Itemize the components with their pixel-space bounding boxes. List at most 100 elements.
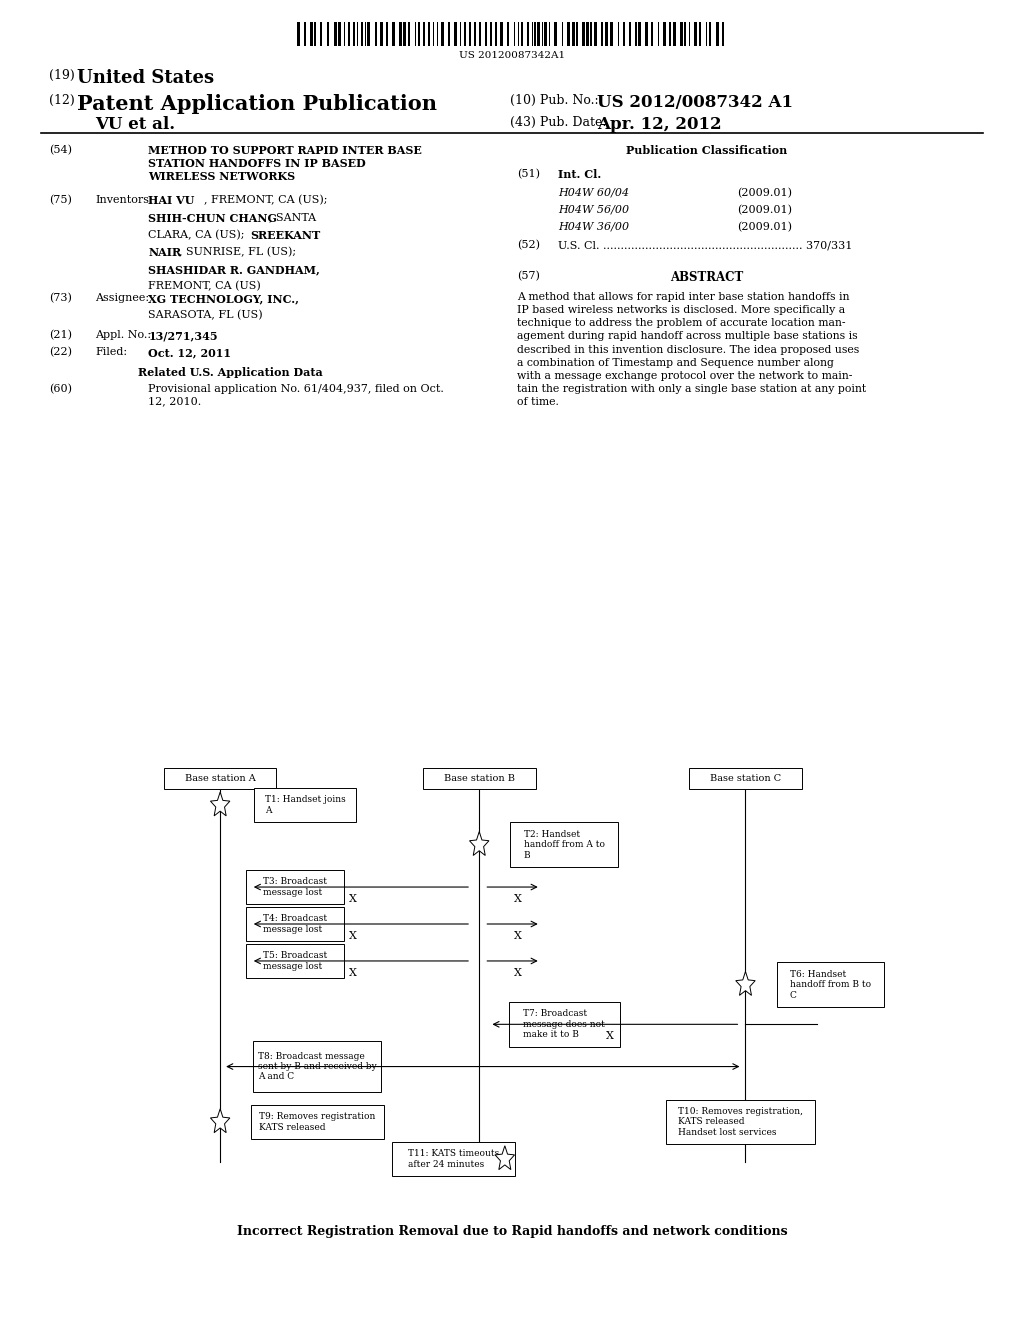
Bar xyxy=(653,22,657,46)
FancyBboxPatch shape xyxy=(511,822,618,867)
FancyBboxPatch shape xyxy=(666,1100,815,1144)
Text: (60): (60) xyxy=(49,384,72,395)
Text: SARASOTA, FL (US): SARASOTA, FL (US) xyxy=(148,310,263,321)
Bar xyxy=(411,22,415,46)
Text: Base station A: Base station A xyxy=(184,775,256,783)
Bar xyxy=(589,22,591,46)
Text: (21): (21) xyxy=(49,330,72,341)
Text: 13/271,345: 13/271,345 xyxy=(148,330,218,341)
Text: (2009.01): (2009.01) xyxy=(737,222,793,232)
Bar xyxy=(528,22,531,46)
Bar xyxy=(355,22,356,46)
Text: X: X xyxy=(349,931,356,941)
Text: (73): (73) xyxy=(49,293,72,304)
FancyBboxPatch shape xyxy=(251,1105,384,1139)
Bar xyxy=(425,22,428,46)
Bar xyxy=(515,22,518,46)
Text: H04W 60/04: H04W 60/04 xyxy=(558,187,629,198)
Bar xyxy=(509,22,514,46)
Text: XG TECHNOLOGY, INC.,: XG TECHNOLOGY, INC., xyxy=(148,293,299,304)
Bar xyxy=(701,22,706,46)
Bar xyxy=(574,22,577,46)
Bar xyxy=(570,22,571,46)
Bar xyxy=(341,22,344,46)
Bar xyxy=(603,22,604,46)
Polygon shape xyxy=(210,1109,230,1133)
Bar xyxy=(686,22,688,46)
Text: H04W 56/00: H04W 56/00 xyxy=(558,205,629,215)
Bar xyxy=(383,22,386,46)
Bar xyxy=(300,22,304,46)
FancyBboxPatch shape xyxy=(254,788,356,822)
Text: Patent Application Publication: Patent Application Publication xyxy=(77,94,437,114)
Bar xyxy=(366,22,368,46)
Text: T3: Broadcast
message lost: T3: Broadcast message lost xyxy=(263,878,327,896)
Text: T6: Handset
handoff from B to
C: T6: Handset handoff from B to C xyxy=(790,970,871,999)
Text: VU et al.: VU et al. xyxy=(95,116,175,133)
Bar xyxy=(371,22,375,46)
FancyBboxPatch shape xyxy=(246,944,344,978)
Text: (51): (51) xyxy=(517,169,540,180)
Polygon shape xyxy=(210,792,230,816)
Bar xyxy=(597,22,601,46)
Text: T5: Broadcast
message lost: T5: Broadcast message lost xyxy=(263,952,327,970)
FancyBboxPatch shape xyxy=(246,907,344,941)
Text: T9: Removes registration
KATS released: T9: Removes registration KATS released xyxy=(259,1113,376,1131)
Bar xyxy=(388,22,392,46)
Text: Oct. 12, 2011: Oct. 12, 2011 xyxy=(148,347,231,358)
Bar xyxy=(438,22,441,46)
Bar xyxy=(306,22,310,46)
Bar xyxy=(421,22,423,46)
Bar xyxy=(330,22,334,46)
Bar xyxy=(350,22,353,46)
Bar xyxy=(480,22,485,46)
Text: (2009.01): (2009.01) xyxy=(737,205,793,215)
Text: (54): (54) xyxy=(49,145,72,156)
Text: X: X xyxy=(349,968,356,978)
Bar xyxy=(493,22,495,46)
Text: United States: United States xyxy=(77,69,214,87)
Bar xyxy=(676,22,680,46)
Bar xyxy=(476,22,479,46)
Bar xyxy=(523,22,527,46)
Bar xyxy=(563,22,567,46)
Bar xyxy=(503,22,507,46)
Text: (57): (57) xyxy=(517,271,540,281)
Bar xyxy=(345,22,348,46)
Text: , SUNRISE, FL (US);: , SUNRISE, FL (US); xyxy=(179,247,296,257)
Bar xyxy=(548,22,549,46)
Bar xyxy=(648,22,650,46)
Bar xyxy=(541,22,542,46)
Text: T8: Broadcast message
sent by B and received by
A and C: T8: Broadcast message sent by B and rece… xyxy=(258,1052,377,1081)
Bar xyxy=(519,22,521,46)
Text: (52): (52) xyxy=(517,240,540,251)
Bar xyxy=(593,22,594,46)
Bar xyxy=(378,22,380,46)
Text: (19): (19) xyxy=(49,69,75,82)
Bar xyxy=(550,22,555,46)
Bar xyxy=(313,22,314,46)
Text: , FREMONT, CA (US);: , FREMONT, CA (US); xyxy=(204,195,328,206)
FancyBboxPatch shape xyxy=(509,1002,620,1047)
Bar xyxy=(364,22,365,46)
Text: METHOD TO SUPPORT RAPID INTER BASE
STATION HANDOFFS IN IP BASED
WIRELESS NETWORK: METHOD TO SUPPORT RAPID INTER BASE STATI… xyxy=(148,145,422,182)
Polygon shape xyxy=(469,832,489,855)
Text: SREEKANT: SREEKANT xyxy=(250,230,321,240)
Bar xyxy=(430,22,433,46)
Text: T10: Removes registration,
KATS released
Handset lost services: T10: Removes registration, KATS released… xyxy=(678,1107,803,1137)
Bar xyxy=(401,22,403,46)
Bar xyxy=(471,22,474,46)
Bar xyxy=(708,22,709,46)
FancyBboxPatch shape xyxy=(776,962,884,1007)
Text: U.S. Cl. ......................................................... 370/331: U.S. Cl. ...............................… xyxy=(558,240,852,251)
Bar xyxy=(672,22,673,46)
Bar xyxy=(487,22,490,46)
Text: (10) Pub. No.:: (10) Pub. No.: xyxy=(510,94,599,107)
Text: Filed:: Filed: xyxy=(95,347,127,358)
Polygon shape xyxy=(495,1146,515,1170)
Text: Int. Cl.: Int. Cl. xyxy=(558,169,601,180)
Bar xyxy=(337,22,338,46)
Text: HAI VU: HAI VU xyxy=(148,195,195,206)
Bar xyxy=(659,22,664,46)
Bar xyxy=(613,22,617,46)
